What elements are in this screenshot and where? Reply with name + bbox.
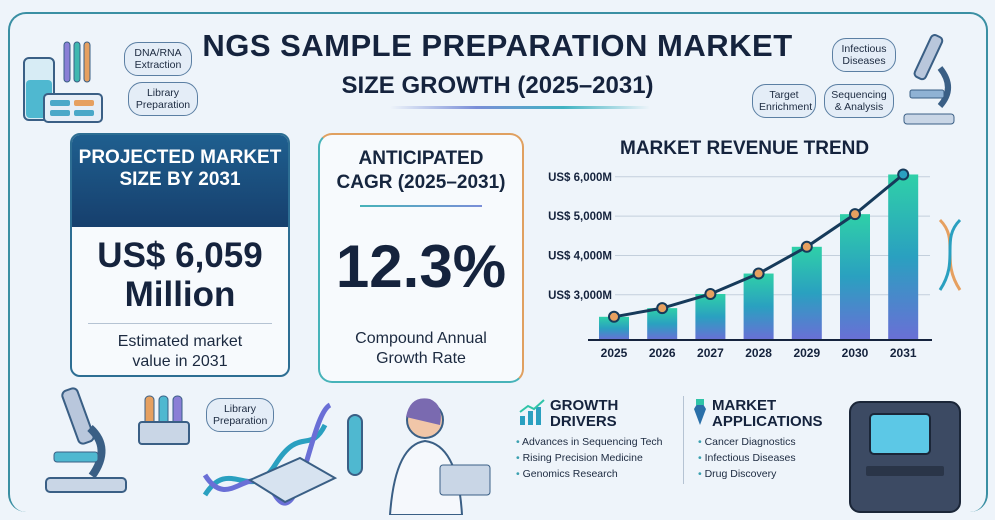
microscope-illustration [45,387,127,493]
microscope-icon [903,34,955,125]
list-item: Genomics Research [516,466,663,482]
data-point-2031 [897,168,910,181]
y-tick-label: US$ 5,000M [548,211,612,223]
growth-drivers-title: GROWTH DRIVERS [550,398,618,430]
market-size-header: PROJECTED MARKET SIZE BY 2031 [72,135,288,227]
chart-title: MARKET REVENUE TREND [620,138,870,159]
list-item: Infectious Diseases [698,450,796,466]
projected-market-size-card: PROJECTED MARKET SIZE BY 2031 US$ 6,059 … [70,133,290,377]
x-tick-label: 2026 [649,346,676,360]
dna-helix-small-icon [938,218,962,291]
x-tick-label: 2025 [601,346,628,360]
bar-2030 [840,214,870,340]
y-tick-label: US$ 3,000M [548,290,612,302]
tag-dna-rna-extraction: DNA/RNA Extraction [124,42,192,76]
decorative-frame [8,12,988,512]
data-point-2027 [704,287,717,300]
bar-2029 [791,246,822,340]
market-size-value: US$ 6,059 [97,236,263,275]
scientist-illustration [347,398,491,515]
list-item: Drug Discovery [698,466,796,482]
tag-library-preparation-bottom: Library Preparation [206,398,274,432]
tag-infectious-diseases: Infectious Diseases [832,38,896,72]
tag-library-preparation: Library Preparation [128,82,198,116]
section-divider [683,396,684,484]
well-plate-icon [247,456,338,504]
page-subtitle: SIZE GROWTH (2025–2031) [341,72,654,99]
cagr-caption: Compound Annual Growth Rate [355,330,487,367]
test-tube-rack-icon [138,395,190,445]
bar-2028 [743,273,774,340]
growth-drivers-title-line1: GROWTH [550,397,619,414]
bar-2027 [695,293,726,340]
sequencer-machine-icon [849,401,961,513]
y-tick-label: US$ 4,000M [548,250,612,262]
pen-nib-icon [694,399,706,425]
market-applications-list: Cancer Diagnostics Infectious Diseases D… [698,434,796,482]
y-tick-label: US$ 6,000M [548,172,612,184]
cagr-header: ANTICIPATED CAGR (2025–2031) [336,148,506,193]
growth-drivers-list: Advances in Sequencing Tech Rising Preci… [516,434,663,482]
bar-2031 [888,174,919,340]
x-tick-label: 2030 [842,346,869,360]
x-tick-label: 2029 [793,346,820,360]
data-point-2026 [656,302,669,315]
data-point-2029 [800,240,813,253]
data-point-2028 [752,267,765,280]
page-title: NGS SAMPLE PREPARATION MARKET [202,28,793,63]
list-item: Advances in Sequencing Tech [516,434,663,450]
data-point-2025 [608,310,620,323]
market-size-caption: Estimated market value in 2031 [117,333,243,370]
divider [360,205,482,207]
x-tick-label: 2027 [697,346,724,360]
lab-glassware-icon [23,41,103,123]
list-item: Rising Precision Medicine [516,450,663,466]
x-tick-label: 2028 [745,346,772,360]
divider [88,323,272,324]
market-applications-title-line1: MARKET [712,397,777,414]
tag-target-enrichment: Target Enrichment [752,84,816,118]
cagr-card: ANTICIPATED CAGR (2025–2031) 12.3% Compo… [318,133,524,383]
bar-2025 [599,316,629,340]
title-underline [390,106,650,109]
growth-chart-icon [519,399,545,425]
tag-sequencing-analysis: Sequencing & Analysis [824,84,894,118]
growth-drivers-title-line2: DRIVERS [550,413,617,430]
x-tick-label: 2031 [890,346,917,360]
revenue-chart: US$ 3,000M US$ 4,000M US$ 5,000M US$ 6,000M… [548,168,932,360]
market-applications-title-line2: APPLICATIONS [712,413,823,430]
cagr-value: 12.3% [335,233,507,300]
market-size-unit: Million [124,275,236,314]
list-item: Cancer Diagnostics [698,434,796,450]
market-applications-title: MARKET APPLICATIONS [712,398,823,430]
data-point-2030 [849,208,861,221]
